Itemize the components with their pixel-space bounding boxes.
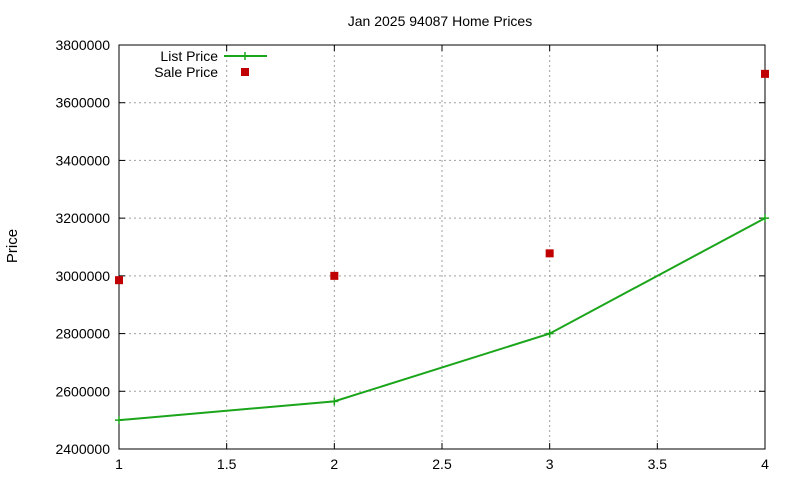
y-tick-label: 3800000 — [55, 37, 110, 53]
sale-price-point — [545, 249, 554, 258]
y-axis-label: Price — [4, 229, 21, 263]
legend-item-list-price: List Price — [160, 48, 267, 64]
y-tick-label: 2400000 — [55, 441, 110, 457]
y-tick-label: 2800000 — [55, 326, 110, 342]
list-price-series — [115, 214, 769, 425]
y-tick-label: 3200000 — [55, 210, 110, 226]
legend-swatch-marker — [241, 68, 249, 76]
list-price-point — [761, 214, 769, 223]
series — [115, 69, 769, 425]
legend-label: Sale Price — [154, 64, 218, 80]
grid — [119, 45, 765, 449]
y-tick-label: 3400000 — [55, 152, 110, 168]
axes — [118, 44, 766, 450]
x-tick-label: 2.5 — [432, 456, 452, 472]
sale-price-point — [330, 271, 339, 280]
sale-price-series — [115, 69, 769, 285]
y-tick-label: 2600000 — [55, 383, 110, 399]
x-tick-label: 1 — [115, 456, 123, 472]
x-tick-label: 4 — [761, 456, 769, 472]
list-price-line — [118, 217, 766, 422]
chart-title: Jan 2025 94087 Home Prices — [348, 13, 532, 29]
legend-swatch-marker — [241, 52, 249, 60]
x-tick-label: 2 — [330, 456, 338, 472]
legend-item-sale-price: Sale Price — [154, 64, 249, 80]
list-price-point — [545, 329, 554, 338]
x-tick-label: 3.5 — [648, 456, 668, 472]
x-tick-label: 3 — [546, 456, 554, 472]
y-tick-label: 3000000 — [55, 268, 110, 284]
list-price-point — [330, 397, 339, 406]
y-tick-label: 3600000 — [55, 95, 110, 111]
x-tick-label: 1.5 — [217, 456, 237, 472]
list-price-point — [115, 416, 123, 425]
tick-labels: 1 1.5 2 2.5 3 3.5 4 2400000 2600000 2800000 300000… — [55, 37, 769, 472]
legend-label: List Price — [160, 48, 218, 64]
sale-price-point — [115, 276, 123, 285]
sale-price-point — [761, 69, 769, 78]
